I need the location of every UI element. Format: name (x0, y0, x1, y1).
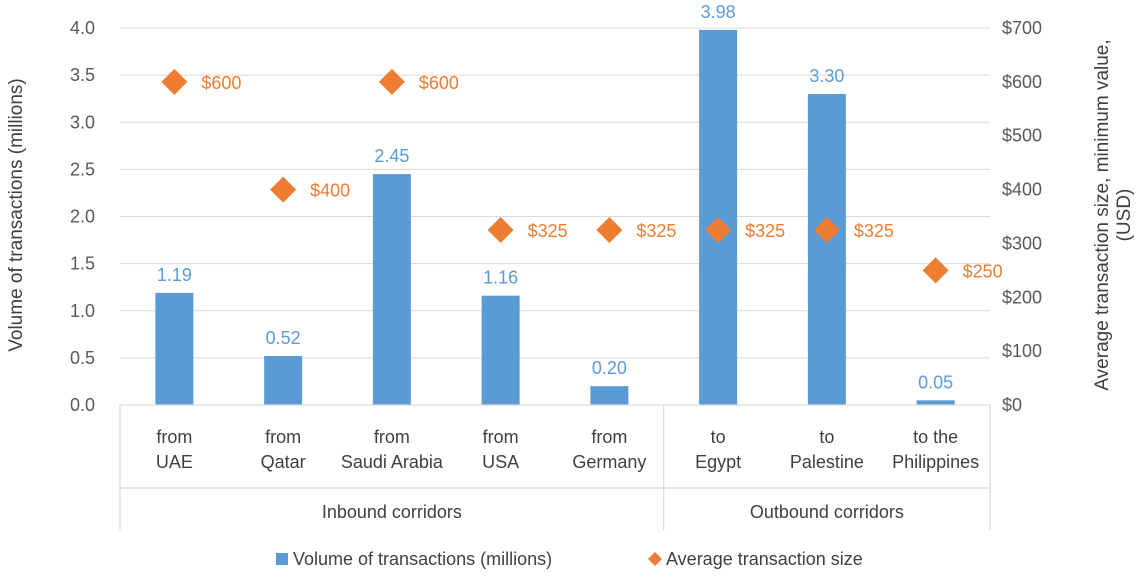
diamond-marker (596, 216, 623, 243)
left-tick-label: 0.0 (70, 395, 95, 415)
category-label: from (374, 427, 410, 447)
right-axis-title-line2: (USD) (1114, 189, 1135, 242)
legend-diamond-swatch (648, 552, 662, 566)
x-axis (119, 404, 991, 530)
marker-series (161, 68, 949, 284)
right-tick-label: $300 (1002, 233, 1042, 253)
category-label: Palestine (790, 452, 864, 472)
right-tick-label: $200 (1002, 287, 1042, 307)
bar-value-label: 0.20 (592, 358, 627, 378)
category-label: Qatar (261, 452, 306, 472)
bar (481, 295, 520, 405)
left-tick-label: 4.0 (70, 18, 95, 38)
marker-value-label: $400 (310, 181, 350, 201)
marker-value-label: $325 (636, 221, 676, 241)
marker-value-label: $325 (528, 221, 568, 241)
diamond-marker (922, 257, 949, 284)
marker-value-label: $600 (419, 73, 459, 93)
bar-value-label: 0.05 (918, 372, 953, 392)
diamond-marker (487, 216, 514, 243)
marker-data-labels: $600 $400 $600 $325 $325 $325 $325 $250 (201, 73, 1002, 282)
left-tick-label: 1.0 (70, 301, 95, 321)
legend-diamond-label: Average transaction size (666, 549, 863, 569)
diamond-marker (705, 216, 732, 243)
marker-value-label: $325 (745, 221, 785, 241)
right-tick-label: $600 (1002, 72, 1042, 92)
category-label: to the (913, 427, 958, 447)
right-axis-title-line1: Average transaction size, minimum value, (1092, 39, 1113, 390)
gridlines (120, 27, 990, 359)
category-label: Philippines (892, 452, 979, 472)
bar-value-label: 1.19 (157, 265, 192, 285)
right-tick-label: $400 (1002, 180, 1042, 200)
category-label: from (265, 427, 301, 447)
right-tick-label: $700 (1002, 18, 1042, 38)
diamond-marker (161, 68, 188, 95)
category-label: from (591, 427, 627, 447)
legend-bar-swatch (276, 553, 288, 565)
left-tick-label: 2.0 (70, 207, 95, 227)
category-label: to (819, 427, 834, 447)
bar-data-labels: 1.19 0.52 2.45 1.16 0.20 3.98 3.30 0.05 (157, 2, 953, 392)
category-label: from (483, 427, 519, 447)
bar (590, 386, 629, 405)
left-tick-label: 3.0 (70, 112, 95, 132)
bar (264, 355, 303, 405)
bar-value-label: 0.52 (266, 328, 301, 348)
bar (155, 292, 194, 405)
right-axis-title: Average transaction size, minimum value,… (1092, 39, 1135, 390)
legend: Volume of transactions (millions) Averag… (276, 549, 863, 569)
right-tick-label: $500 (1002, 126, 1042, 146)
category-label: Germany (572, 452, 646, 472)
bar-value-label: 3.30 (809, 66, 844, 86)
legend-bar-label: Volume of transactions (millions) (293, 549, 552, 569)
left-tick-label: 2.5 (70, 159, 95, 179)
diamond-marker (270, 176, 297, 203)
bar-series (155, 29, 955, 405)
right-tick-label: $0 (1002, 395, 1022, 415)
bar-value-label: 3.98 (701, 2, 736, 22)
category-label: Saudi Arabia (341, 452, 444, 472)
right-axis-ticks: $0 $100 $200 $300 $400 $500 $600 $700 (1002, 18, 1042, 415)
left-axis-ticks: 0.0 0.5 1.0 1.5 2.0 2.5 3.0 3.5 4.0 (70, 18, 95, 415)
left-tick-label: 3.5 (70, 65, 95, 85)
left-axis-title: Volume of transactions (millions) (6, 78, 27, 352)
diamond-marker (378, 68, 405, 95)
category-label: Egypt (695, 452, 741, 472)
bar (916, 400, 955, 405)
category-label: UAE (156, 452, 193, 472)
group-label: Outbound corridors (750, 502, 904, 522)
category-label: from (156, 427, 192, 447)
marker-value-label: $250 (963, 261, 1003, 281)
bar (372, 174, 411, 405)
group-label: Inbound corridors (322, 502, 462, 522)
left-tick-label: 0.5 (70, 348, 95, 368)
category-labels: from UAE from Qatar from Saudi Arabia from USA f… (156, 427, 979, 472)
marker-value-label: $325 (854, 221, 894, 241)
right-tick-label: $100 (1002, 341, 1042, 361)
left-tick-label: 1.5 (70, 254, 95, 274)
diamond-marker (813, 216, 840, 243)
group-labels: Inbound corridors Outbound corridors (322, 502, 904, 522)
bar-value-label: 1.16 (483, 268, 518, 288)
marker-value-label: $600 (201, 73, 241, 93)
category-label: USA (482, 452, 519, 472)
category-label: to (711, 427, 726, 447)
bar (807, 93, 846, 405)
bar-value-label: 2.45 (374, 146, 409, 166)
